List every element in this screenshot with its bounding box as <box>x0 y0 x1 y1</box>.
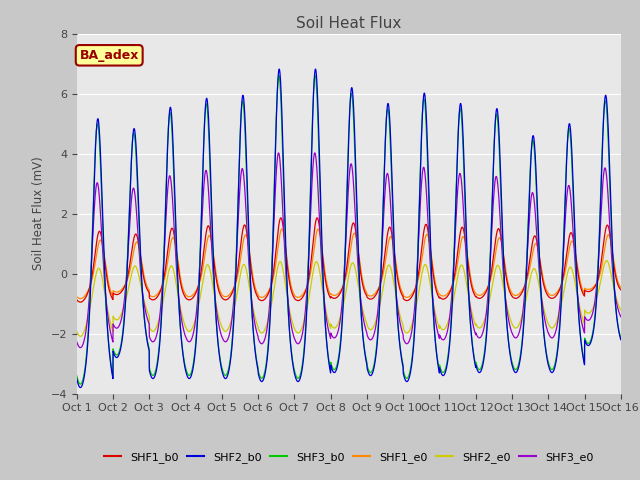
SHF1_e0 <box>617 285 625 290</box>
SHF3_e0 <box>471 329 479 335</box>
SHF2_b0 <box>275 66 283 72</box>
SHF3_b0 <box>617 335 625 341</box>
SHF2_e0 <box>471 320 479 325</box>
SHF2_b0 <box>617 337 625 343</box>
SHF3_b0 <box>77 381 84 387</box>
SHF3_e0 <box>616 313 624 319</box>
SHF1_b0 <box>617 287 625 293</box>
SHF3_e0 <box>73 339 81 345</box>
SHF3_b0 <box>329 365 337 371</box>
SHF1_e0 <box>502 267 509 273</box>
SHF3_e0 <box>441 336 449 342</box>
SHF3_b0 <box>73 373 81 379</box>
SHF1_b0 <box>329 295 337 301</box>
SHF2_b0 <box>171 188 179 194</box>
SHF1_e0 <box>616 284 624 290</box>
SHF2_e0 <box>77 334 84 339</box>
SHF3_b0 <box>171 200 179 206</box>
SHF3_b0 <box>616 333 624 339</box>
SHF1_b0 <box>171 235 179 241</box>
SHF2_e0 <box>441 326 449 332</box>
SHF3_b0 <box>275 72 283 78</box>
SHF2_b0 <box>73 376 81 382</box>
SHF1_e0 <box>471 289 479 295</box>
SHF3_b0 <box>471 358 479 363</box>
SHF3_e0 <box>77 345 84 350</box>
Line: SHF3_b0: SHF3_b0 <box>77 75 621 384</box>
SHF2_e0 <box>617 307 625 313</box>
SHF3_e0 <box>617 314 625 320</box>
SHF1_e0 <box>73 294 81 300</box>
SHF2_b0 <box>616 335 624 341</box>
SHF1_e0 <box>441 293 449 299</box>
SHF2_e0 <box>502 296 509 302</box>
SHF2_b0 <box>77 384 84 390</box>
SHF3_e0 <box>329 334 337 340</box>
Legend: SHF1_b0, SHF2_b0, SHF3_b0, SHF1_e0, SHF2_e0, SHF3_e0: SHF1_b0, SHF2_b0, SHF3_b0, SHF1_e0, SHF2… <box>100 447 598 467</box>
SHF1_e0 <box>329 292 337 298</box>
SHF3_e0 <box>502 297 509 303</box>
SHF1_b0 <box>471 292 479 298</box>
SHF2_b0 <box>441 371 449 377</box>
SHF1_e0 <box>171 238 179 244</box>
SHF3_e0 <box>171 235 179 240</box>
SHF2_e0 <box>329 324 337 330</box>
Line: SHF3_e0: SHF3_e0 <box>77 153 621 348</box>
SHF2_b0 <box>502 303 509 309</box>
SHF1_b0 <box>73 297 81 303</box>
SHF1_b0 <box>277 215 285 221</box>
Text: BA_adex: BA_adex <box>79 49 139 62</box>
Line: SHF2_e0: SHF2_e0 <box>77 261 621 336</box>
SHF1_b0 <box>616 287 624 292</box>
Title: Soil Heat Flux: Soil Heat Flux <box>296 16 401 31</box>
SHF1_e0 <box>278 226 285 232</box>
SHF2_b0 <box>471 360 479 366</box>
SHF2_b0 <box>329 368 337 374</box>
SHF2_e0 <box>171 273 179 278</box>
Y-axis label: Soil Heat Flux (mV): Soil Heat Flux (mV) <box>32 157 45 270</box>
SHF1_e0 <box>77 296 84 301</box>
SHF2_e0 <box>603 258 611 264</box>
SHF1_b0 <box>502 271 509 276</box>
SHF3_b0 <box>502 306 509 312</box>
SHF3_e0 <box>275 150 282 156</box>
SHF2_e0 <box>73 329 81 335</box>
Line: SHF2_b0: SHF2_b0 <box>77 69 621 387</box>
Line: SHF1_e0: SHF1_e0 <box>77 229 621 299</box>
SHF3_b0 <box>441 368 449 374</box>
SHF1_b0 <box>77 299 84 305</box>
SHF2_e0 <box>616 306 624 312</box>
SHF1_b0 <box>441 296 449 301</box>
Line: SHF1_b0: SHF1_b0 <box>77 218 621 302</box>
